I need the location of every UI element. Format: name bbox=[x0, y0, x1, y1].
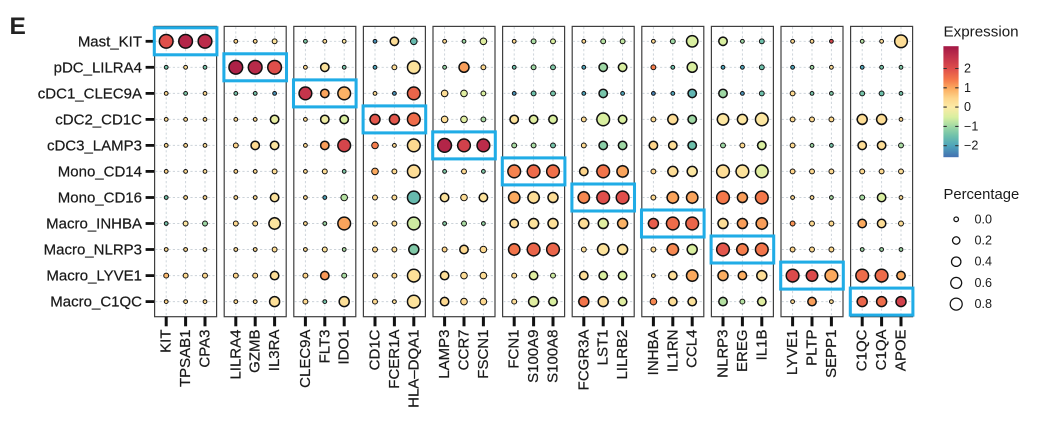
svg-text:0.2: 0.2 bbox=[975, 234, 993, 248]
svg-text:0: 0 bbox=[964, 100, 971, 114]
svg-text:Macro_NLRP3: Macro_NLRP3 bbox=[44, 242, 142, 259]
svg-text:IL3RA: IL3RA bbox=[266, 330, 283, 372]
svg-text:0.4: 0.4 bbox=[975, 255, 993, 269]
svg-text:CD1C: CD1C bbox=[367, 329, 384, 370]
svg-text:cDC2_CD1C: cDC2_CD1C bbox=[55, 111, 142, 128]
svg-text:SEPP1: SEPP1 bbox=[823, 330, 840, 378]
svg-text:Percentage: Percentage bbox=[944, 187, 1020, 203]
svg-text:LILRB2: LILRB2 bbox=[614, 330, 631, 380]
svg-text:S100A9: S100A9 bbox=[525, 330, 542, 383]
svg-text:PLTP: PLTP bbox=[804, 330, 821, 366]
svg-text:2: 2 bbox=[964, 62, 971, 76]
svg-text:KIT: KIT bbox=[158, 330, 175, 353]
svg-text:CLEC9A: CLEC9A bbox=[297, 330, 314, 388]
svg-text:−1: −1 bbox=[964, 119, 978, 133]
svg-text:EREG: EREG bbox=[734, 330, 751, 373]
svg-text:C1QA: C1QA bbox=[873, 330, 890, 371]
svg-text:pDC_LILRA4: pDC_LILRA4 bbox=[54, 59, 142, 76]
svg-text:LAMP3: LAMP3 bbox=[436, 330, 453, 379]
svg-text:FCN1: FCN1 bbox=[506, 330, 523, 369]
svg-text:Expression: Expression bbox=[944, 24, 1019, 41]
svg-text:LILRA4: LILRA4 bbox=[227, 330, 244, 380]
svg-text:cDC3_LAMP3: cDC3_LAMP3 bbox=[47, 137, 142, 154]
svg-text:−2: −2 bbox=[964, 139, 978, 153]
svg-text:cDC1_CLEC9A: cDC1_CLEC9A bbox=[38, 85, 142, 102]
svg-text:FSCN1: FSCN1 bbox=[475, 330, 492, 379]
svg-text:0.8: 0.8 bbox=[975, 297, 993, 311]
svg-text:Macro_LYVE1: Macro_LYVE1 bbox=[46, 268, 142, 285]
svg-text:NLRP3: NLRP3 bbox=[715, 330, 732, 378]
svg-text:FCGR3A: FCGR3A bbox=[575, 330, 592, 391]
svg-text:LYVE1: LYVE1 bbox=[784, 330, 801, 376]
svg-text:GZMB: GZMB bbox=[247, 330, 264, 373]
svg-text:1: 1 bbox=[964, 81, 971, 95]
svg-text:INHBA: INHBA bbox=[645, 330, 662, 376]
svg-text:FLT3: FLT3 bbox=[316, 330, 333, 364]
svg-text:Mono_CD14: Mono_CD14 bbox=[58, 163, 142, 180]
svg-text:0.6: 0.6 bbox=[975, 276, 993, 290]
svg-text:CCL4: CCL4 bbox=[684, 330, 701, 368]
svg-text:S100A8: S100A8 bbox=[545, 330, 562, 383]
svg-text:CPA3: CPA3 bbox=[197, 330, 214, 368]
svg-text:HLA–DQA1: HLA–DQA1 bbox=[405, 330, 422, 408]
svg-text:0.0: 0.0 bbox=[975, 212, 993, 226]
svg-text:IL1B: IL1B bbox=[753, 330, 770, 361]
svg-text:Mast_KIT: Mast_KIT bbox=[78, 33, 142, 50]
svg-text:IL1RN: IL1RN bbox=[664, 330, 681, 373]
svg-text:TPSAB1: TPSAB1 bbox=[177, 330, 194, 388]
svg-text:CCR7: CCR7 bbox=[456, 330, 473, 371]
svg-text:Macro_INHBA: Macro_INHBA bbox=[46, 216, 142, 233]
svg-text:FCER1A: FCER1A bbox=[386, 330, 403, 389]
svg-text:LST1: LST1 bbox=[595, 330, 612, 366]
svg-text:APOE: APOE bbox=[893, 330, 910, 372]
svg-text:E: E bbox=[10, 13, 26, 40]
svg-text:Mono_CD16: Mono_CD16 bbox=[58, 190, 142, 207]
svg-text:IDO1: IDO1 bbox=[336, 330, 353, 365]
svg-text:C1QC: C1QC bbox=[854, 329, 871, 371]
svg-text:Macro_C1QC: Macro_C1QC bbox=[50, 294, 142, 311]
